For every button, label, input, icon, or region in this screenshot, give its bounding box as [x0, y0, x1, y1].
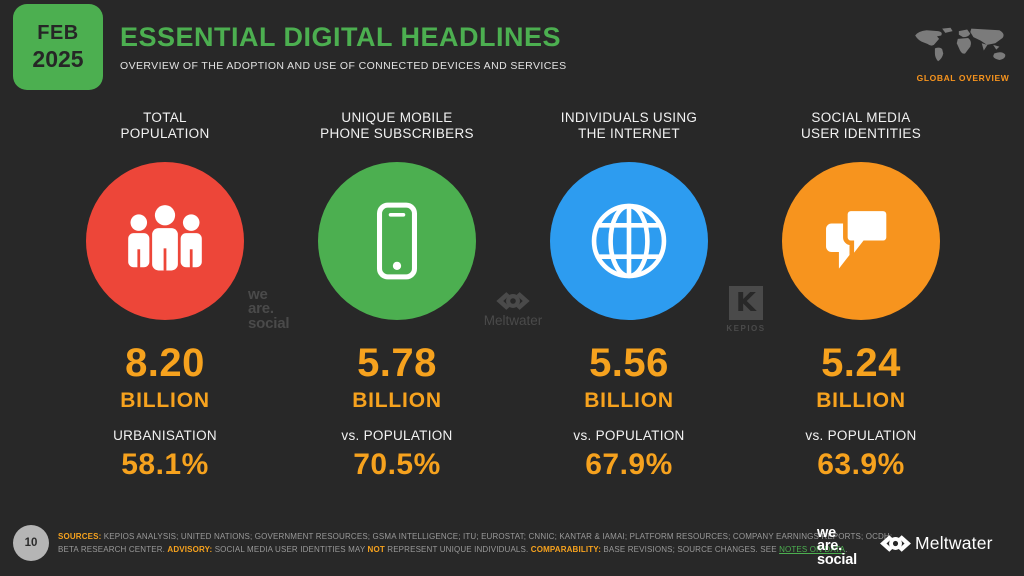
meltwater-eye-icon [880, 535, 911, 552]
advisory-text: SOCIAL MEDIA USER IDENTITIES MAY [212, 545, 368, 554]
metric-subvalue: 58.1% [121, 447, 209, 481]
speech-bubbles-icon [826, 206, 891, 269]
comparability-text: BASE REVISIONS; SOURCE CHANGES. SEE [601, 545, 780, 554]
kepios-watermark-label: KEPIOS [726, 324, 766, 333]
metric-unit: BILLION [352, 389, 442, 412]
metric-social-media: SOCIAL MEDIA USER IDENTITIES 5.24 BILLIO… [745, 108, 977, 480]
header: ESSENTIAL DIGITAL HEADLINES OVERVIEW OF … [120, 22, 566, 72]
metric-subvalue: 67.9% [585, 447, 673, 481]
metric-sublabel: URBANISATION [113, 428, 217, 443]
notes-period: . [845, 545, 848, 554]
region-label: GLOBAL OVERVIEW [916, 73, 1010, 83]
sources-text: KEPIOS ANALYSIS; UNITED NATIONS; GOVERNM… [101, 532, 893, 541]
metric-label: UNIQUE MOBILE PHONE SUBSCRIBERS [320, 109, 474, 141]
advisory-text-2: REPRESENT UNIQUE INDIVIDUALS. [384, 545, 531, 554]
meltwater-logo-label: Meltwater [915, 533, 993, 553]
we-are-social-watermark: we are. social [248, 286, 290, 332]
metric-internet-users: INDIVIDUALS USING THE INTERNET 5.56 BILL… [513, 108, 745, 480]
date-badge: FEB 2025 [13, 4, 103, 90]
advisory-label: ADVISORY: [167, 545, 213, 554]
globe-icon [591, 203, 667, 279]
metric-label: TOTAL POPULATION [120, 109, 210, 141]
world-map-icon [915, 27, 1006, 62]
metrics-row: TOTAL POPULATION 8.20 BILLION [49, 108, 977, 480]
comparability-label: COMPARABILITY: [530, 545, 602, 554]
metric-sublabel: vs. POPULATION [573, 428, 685, 443]
metric-subvalue: 63.9% [817, 447, 905, 481]
metric-unit: BILLION [816, 389, 906, 412]
metric-total-population: TOTAL POPULATION 8.20 BILLION [49, 108, 281, 480]
metric-circle [782, 162, 940, 320]
page-number-badge: 10 [13, 525, 49, 561]
meltwater-logo: Meltwater [879, 533, 993, 554]
kepios-logo-icon: K [729, 286, 763, 320]
meltwater-watermark: Meltwater [477, 291, 549, 328]
metric-unit: BILLION [120, 389, 210, 412]
page-subtitle: OVERVIEW OF THE ADOPTION AND USE OF CONN… [120, 60, 567, 72]
sources-label: SOURCES: [58, 532, 102, 541]
global-overview-block: GLOBAL OVERVIEW [908, 26, 1018, 83]
metric-label: INDIVIDUALS USING THE INTERNET [560, 109, 698, 141]
kepios-watermark: K KEPIOS [726, 286, 766, 333]
meltwater-eye-icon [496, 292, 530, 310]
metric-sublabel: vs. POPULATION [341, 428, 453, 443]
sources-text-continued: BETA RESEARCH CENTER. [58, 545, 168, 554]
date-month: FEB [37, 21, 79, 44]
mobile-phone-icon [376, 202, 418, 280]
metric-value: 8.20 [125, 341, 205, 385]
metric-circle [86, 162, 244, 320]
metric-circle [550, 162, 708, 320]
notes-on-data-link[interactable]: NOTES ON DATA [779, 545, 846, 554]
metric-label: SOCIAL MEDIA USER IDENTITIES [800, 109, 921, 141]
metric-value: 5.78 [357, 341, 437, 385]
metric-value: 5.56 [589, 341, 669, 385]
metric-sublabel: vs. POPULATION [805, 428, 917, 443]
metric-circle [318, 162, 476, 320]
source-notes: SOURCES: KEPIOS ANALYSIS; UNITED NATIONS… [58, 530, 892, 556]
meltwater-watermark-label: Meltwater [483, 313, 543, 328]
metric-subvalue: 70.5% [353, 447, 441, 481]
metric-value: 5.24 [821, 341, 901, 385]
page-title: ESSENTIAL DIGITAL HEADLINES [120, 22, 562, 52]
source-notes-line-2: BETA RESEARCH CENTER. ADVISORY: SOCIAL M… [58, 543, 892, 556]
people-icon [128, 205, 202, 271]
source-notes-line-1: SOURCES: KEPIOS ANALYSIS; UNITED NATIONS… [58, 530, 892, 543]
page-number: 10 [24, 537, 38, 549]
metric-mobile-subscribers: UNIQUE MOBILE PHONE SUBSCRIBERS 5.78 BIL… [281, 108, 513, 480]
metric-unit: BILLION [584, 389, 674, 412]
date-year: 2025 [32, 45, 84, 72]
advisory-not: NOT [367, 545, 385, 554]
we-are-social-logo: we are. social [817, 525, 857, 568]
